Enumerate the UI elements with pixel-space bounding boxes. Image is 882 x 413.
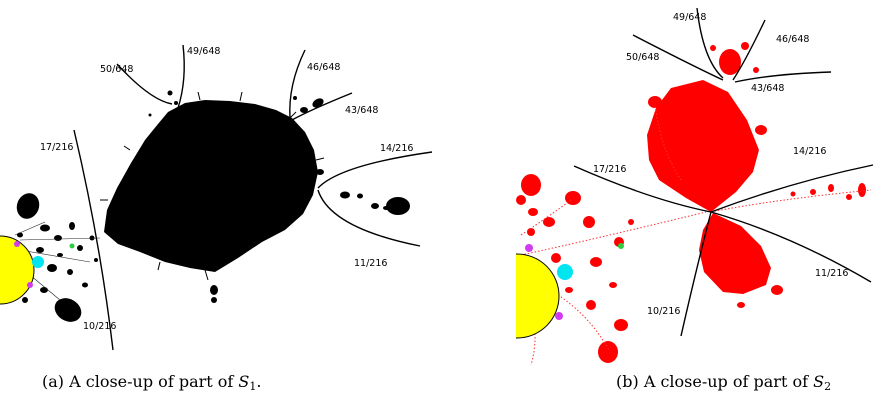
cyan-bulb-b xyxy=(557,264,573,280)
ray-label-43-648-b: 43/648 xyxy=(751,83,784,94)
magenta-bulb-b1 xyxy=(525,244,533,252)
magenta-bulb-b2 xyxy=(555,312,563,320)
ray-label-49-648-a: 49/648 xyxy=(187,46,220,57)
caption-b: (b) A close-up of part of S2 xyxy=(616,372,832,393)
upper-red-component xyxy=(647,80,759,212)
ray-label-49-648-b: 49/648 xyxy=(673,12,706,23)
main-black-component xyxy=(104,100,318,272)
ray-label-14-216-b: 14/216 xyxy=(793,146,826,157)
caption-a: (a) A close-up of part of S1. xyxy=(42,372,262,393)
ray-label-50-648-b: 50/648 xyxy=(626,52,659,63)
ray-label-50-648-a: 50/648 xyxy=(100,64,133,75)
bulb-filaments xyxy=(100,91,325,281)
main-disc-a xyxy=(0,235,35,305)
external-rays-b xyxy=(573,7,874,337)
fractal-plot-a: 49/648 50/648 46/648 43/648 17/216 14/21… xyxy=(0,44,433,351)
ray-label-11-216-b: 11/216 xyxy=(815,268,848,279)
green-bulb-a xyxy=(69,243,75,249)
ray-label-46-648-a: 46/648 xyxy=(307,62,340,73)
lower-red-component xyxy=(699,213,771,294)
top-red-bulb xyxy=(719,49,741,75)
magenta-bulb-a2 xyxy=(27,282,33,288)
figure-panel-a: 49/648 50/648 46/648 43/648 17/216 14/21… xyxy=(0,44,433,393)
ray-label-14-216-a: 14/216 xyxy=(380,143,413,154)
ray-label-10-216-a: 10/216 xyxy=(83,321,116,332)
figure-panel-b: 49/648 50/648 46/648 43/648 17/216 14/21… xyxy=(441,0,882,413)
dendrite-a xyxy=(14,221,101,301)
panel-b-left-margin xyxy=(441,240,516,360)
fractal-plot-b: 49/648 50/648 46/648 43/648 17/216 14/21… xyxy=(441,7,874,366)
ray-label-17-216-a: 17/216 xyxy=(40,142,73,153)
ray-label-43-648-a: 43/648 xyxy=(345,105,378,116)
ray-label-46-648-b: 46/648 xyxy=(776,34,809,45)
ray-label-11-216-a: 11/216 xyxy=(354,258,387,269)
red-satellites xyxy=(516,42,866,363)
magenta-bulb-a1 xyxy=(14,241,20,247)
green-bulb-b xyxy=(618,243,624,249)
ray-label-10-216-b: 10/216 xyxy=(647,306,680,317)
cyan-bulb-a xyxy=(32,256,44,268)
external-rays-a xyxy=(73,44,433,351)
ray-label-17-216-b: 17/216 xyxy=(593,164,626,175)
satellite-components xyxy=(16,90,410,322)
